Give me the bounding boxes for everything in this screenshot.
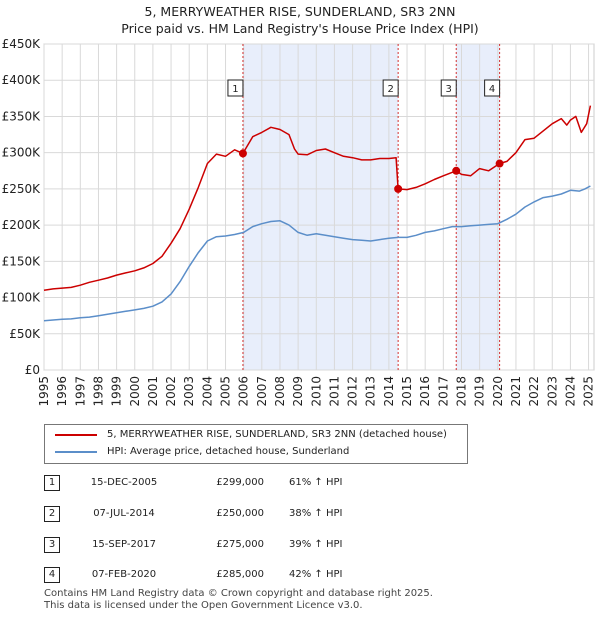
x-tick-label: 2009	[291, 376, 305, 407]
sale-point	[238, 149, 247, 158]
sale-marker-label: 3	[446, 84, 452, 95]
legend-swatch-hpi	[55, 451, 97, 453]
x-tick-label: 2002	[164, 376, 178, 407]
chart-subtitle: Price paid vs. HM Land Registry's House …	[121, 21, 478, 36]
legend-label-hpi: HPI: Average price, detached house, Sund…	[107, 446, 350, 457]
y-tick-label: £400K	[2, 73, 42, 87]
chart-title: 5, MERRYWEATHER RISE, SUNDERLAND, SR3 2N…	[145, 4, 456, 19]
x-tick-label: 2019	[473, 376, 487, 407]
transaction-price: £285,000	[216, 569, 264, 580]
x-tick-label: 2012	[346, 376, 360, 407]
x-tick-label: 1999	[110, 376, 124, 407]
legend-label-property: 5, MERRYWEATHER RISE, SUNDERLAND, SR3 2N…	[107, 429, 447, 440]
chart-legend: 5, MERRYWEATHER RISE, SUNDERLAND, SR3 2N…	[44, 424, 468, 464]
property-price-line	[43, 105, 592, 292]
x-tick-label: 2025	[582, 376, 596, 407]
x-tick-label: 2005	[219, 376, 233, 407]
sale-marker-box	[227, 79, 244, 97]
legend-swatch-property	[55, 434, 97, 436]
x-tick-label: 2018	[454, 376, 468, 407]
x-tick-label: 1998	[91, 376, 105, 407]
transaction-date: 15-SEP-2017	[92, 539, 156, 550]
transaction-hpi-change: 39% ↑ HPI	[289, 539, 343, 550]
transaction-hpi-change: 38% ↑ HPI	[289, 508, 343, 519]
x-tick-label: 2007	[255, 376, 269, 407]
transaction-marker: 1	[44, 475, 60, 491]
x-tick-label: 1995	[37, 376, 51, 407]
x-tick-label: 2006	[237, 376, 251, 407]
sale-marker-label: 1	[232, 84, 238, 95]
x-tick-label: 2003	[182, 376, 196, 407]
price-chart: 5, MERRYWEATHER RISE, SUNDERLAND, SR3 2N…	[2, 4, 596, 407]
transaction-marker: 3	[44, 537, 60, 553]
transaction-hpi-change: 61% ↑ HPI	[289, 477, 343, 488]
footer-copyright: Contains HM Land Registry data © Crown c…	[44, 588, 433, 599]
y-tick-label: £150K	[2, 254, 42, 268]
x-tick-label: 2015	[400, 376, 414, 407]
sale-period-shade	[456, 44, 500, 370]
x-tick-label: 2008	[273, 376, 287, 407]
x-tick-label: 2004	[200, 376, 214, 407]
sale-marker-box	[440, 79, 457, 97]
transaction-marker: 4	[44, 567, 60, 583]
y-tick-label: £0	[25, 363, 40, 377]
x-tick-label: 2010	[309, 376, 323, 407]
y-tick-label: £200K	[2, 218, 42, 232]
x-tick-label: 2021	[509, 376, 523, 407]
transaction-price: £275,000	[216, 539, 264, 550]
transaction-date: 15-DEC-2005	[90, 477, 158, 488]
x-tick-label: 2014	[382, 376, 396, 407]
x-tick-label: 2022	[527, 376, 541, 407]
x-tick-label: 1996	[55, 376, 69, 407]
y-tick-label: £300K	[2, 146, 42, 160]
y-tick-label: £50K	[9, 327, 41, 341]
x-tick-label: 1997	[73, 376, 87, 407]
sale-point	[394, 184, 403, 193]
x-tick-label: 2017	[436, 376, 450, 407]
transaction-price: £250,000	[216, 508, 264, 519]
sale-marker-label: 4	[489, 84, 495, 95]
x-tick-label: 2013	[364, 376, 378, 407]
sale-marker-box	[382, 79, 399, 97]
y-tick-label: £450K	[2, 37, 42, 51]
transaction-hpi-change: 42% ↑ HPI	[289, 569, 343, 580]
transaction-date: 07-JUL-2014	[93, 508, 155, 519]
transaction-date: 07-FEB-2020	[91, 569, 157, 580]
sale-marker-label: 2	[387, 84, 393, 95]
x-tick-label: 2024	[563, 376, 577, 407]
x-tick-label: 2020	[491, 376, 505, 407]
sale-period-shade	[242, 44, 399, 370]
y-tick-label: £250K	[2, 182, 42, 196]
transaction-price: £299,000	[216, 477, 264, 488]
x-tick-label: 2011	[327, 376, 341, 407]
sale-point	[452, 166, 461, 175]
x-tick-label: 2016	[418, 376, 432, 407]
footer-license: This data is licensed under the Open Gov…	[44, 600, 363, 611]
x-tick-label: 2023	[545, 376, 559, 407]
y-tick-label: £100K	[2, 291, 42, 305]
sale-marker-box	[484, 79, 501, 97]
sale-point	[495, 159, 504, 168]
x-tick-label: 2000	[128, 376, 142, 407]
hpi-line	[43, 185, 591, 322]
transaction-marker: 2	[44, 506, 60, 522]
x-tick-label: 2001	[146, 376, 160, 407]
y-tick-label: £350K	[2, 109, 42, 123]
footer-attribution: Contains HM Land Registry data © Crown c…	[44, 588, 433, 612]
